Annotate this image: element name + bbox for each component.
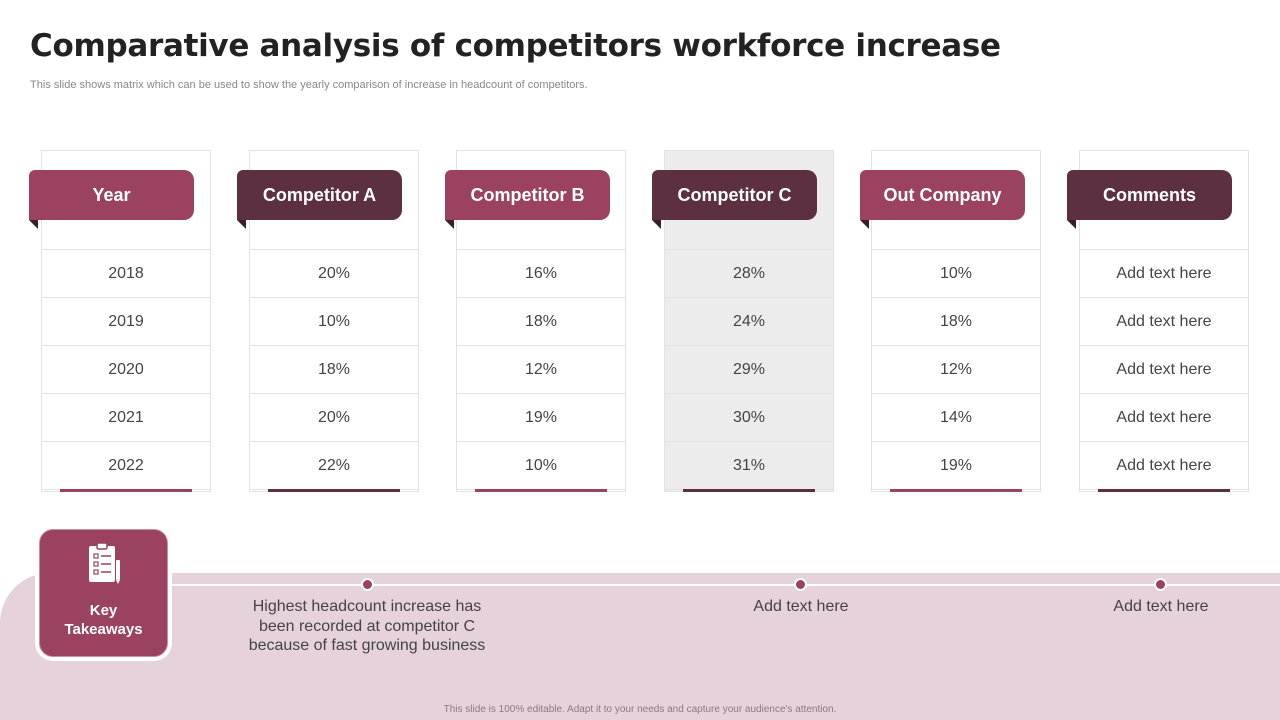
table-cell: 2022 bbox=[42, 442, 210, 490]
column-underline bbox=[60, 489, 192, 492]
clipboard-checklist-icon bbox=[86, 542, 122, 591]
takeaway-text-2: Add text here bbox=[753, 598, 849, 615]
table-cell: 2019 bbox=[42, 298, 210, 346]
column-header-competitor-a: Competitor A bbox=[237, 170, 402, 229]
table-cell: 2021 bbox=[42, 394, 210, 442]
table-cell: 10% bbox=[457, 442, 625, 490]
table-cell: 30% bbox=[665, 394, 833, 442]
table-cell: 10% bbox=[872, 250, 1040, 298]
table-cell: 19% bbox=[872, 442, 1040, 490]
takeaways-timeline bbox=[170, 584, 1280, 586]
column-underline bbox=[1098, 489, 1230, 492]
table-cell: 22% bbox=[250, 442, 418, 490]
column-underline bbox=[268, 489, 400, 492]
table-cell: 12% bbox=[872, 346, 1040, 394]
key-takeaways-card: Key Takeaways bbox=[35, 525, 172, 661]
page-subtitle: This slide shows matrix which can be use… bbox=[30, 79, 588, 91]
takeaway-dot bbox=[1154, 578, 1167, 591]
column-header-competitor-b: Competitor B bbox=[445, 170, 610, 229]
table-cell: 2018 bbox=[42, 250, 210, 298]
column-header-year: Year bbox=[29, 170, 194, 229]
table-cell: 20% bbox=[250, 250, 418, 298]
column-underline bbox=[475, 489, 607, 492]
table-cell: Add text here bbox=[1080, 394, 1248, 442]
key-takeaways-label: Key Takeaways bbox=[64, 602, 143, 638]
table-cell: 16% bbox=[457, 250, 625, 298]
table-cell: 14% bbox=[872, 394, 1040, 442]
table-cell: Add text here bbox=[1080, 250, 1248, 298]
column-header-comments: Comments bbox=[1067, 170, 1232, 229]
takeaway-text-1: Highest headcount increase has been reco… bbox=[248, 598, 486, 654]
table-cell: 18% bbox=[250, 346, 418, 394]
column-underline bbox=[683, 489, 815, 492]
page-title: Comparative analysis of competitors work… bbox=[30, 28, 1001, 64]
table-cell: 29% bbox=[665, 346, 833, 394]
table-cell: 31% bbox=[665, 442, 833, 490]
table-cell: 2020 bbox=[42, 346, 210, 394]
table-cell: Add text here bbox=[1080, 442, 1248, 490]
table-cell: 19% bbox=[457, 394, 625, 442]
takeaways-band bbox=[0, 573, 1280, 720]
takeaway-text-3: Add text here bbox=[1113, 598, 1209, 615]
table-cell: 20% bbox=[250, 394, 418, 442]
column-header-out-company: Out Company bbox=[860, 170, 1025, 229]
table-cell: 28% bbox=[665, 250, 833, 298]
footer-note: This slide is 100% editable. Adapt it to… bbox=[443, 704, 837, 715]
column-header-competitor-c: Competitor C bbox=[652, 170, 817, 229]
takeaway-dot bbox=[361, 578, 374, 591]
column-underline bbox=[890, 489, 1022, 492]
table-cell: 12% bbox=[457, 346, 625, 394]
table-cell: 10% bbox=[250, 298, 418, 346]
table-cell: Add text here bbox=[1080, 346, 1248, 394]
table-cell: 18% bbox=[457, 298, 625, 346]
table-cell: Add text here bbox=[1080, 298, 1248, 346]
table-cell: 18% bbox=[872, 298, 1040, 346]
table-cell: 24% bbox=[665, 298, 833, 346]
takeaway-dot bbox=[794, 578, 807, 591]
